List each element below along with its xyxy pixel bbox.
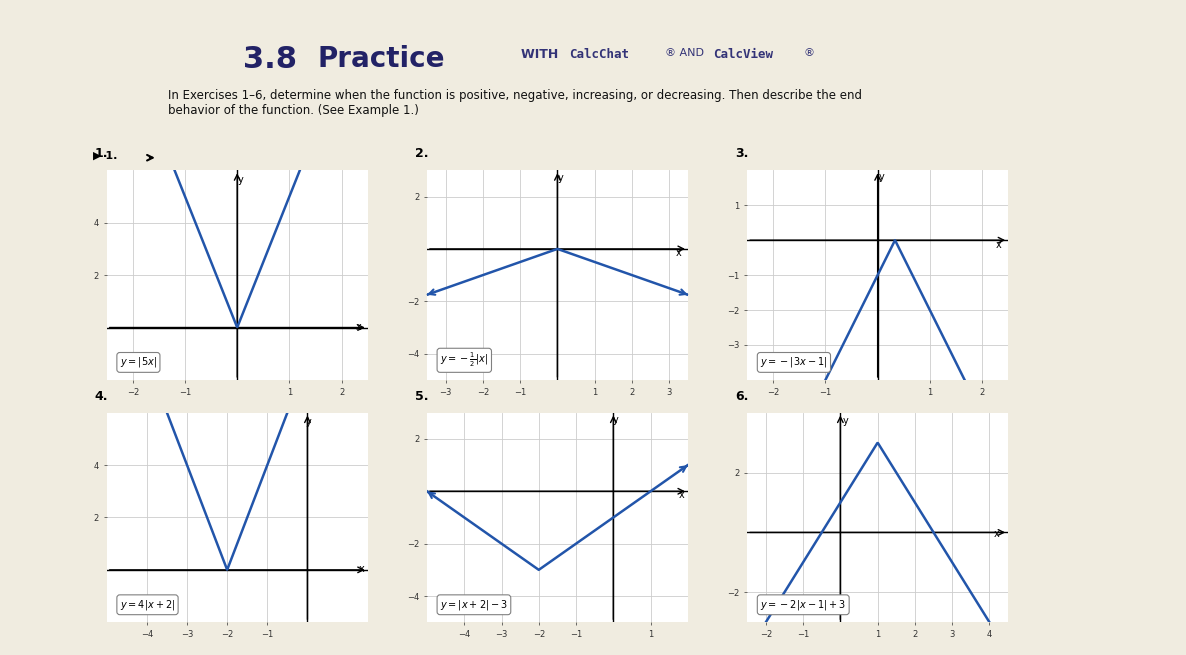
- Text: 1.: 1.: [95, 147, 108, 160]
- Text: x: x: [356, 322, 361, 331]
- Text: x: x: [996, 240, 1001, 250]
- Text: x: x: [676, 248, 681, 258]
- Text: x: x: [678, 490, 684, 500]
- Text: $y = -\frac{1}{2}|x|$: $y = -\frac{1}{2}|x|$: [440, 351, 489, 369]
- Text: x: x: [994, 529, 1000, 539]
- Text: $y = |5x|$: $y = |5x|$: [120, 356, 157, 369]
- Text: y: y: [879, 172, 885, 182]
- Text: y: y: [842, 416, 848, 426]
- Text: WITH: WITH: [521, 48, 562, 61]
- Text: In Exercises 1–6, determine when the function is positive, negative, increasing,: In Exercises 1–6, determine when the fun…: [168, 88, 862, 117]
- Text: $y = |x + 2| - 3$: $y = |x + 2| - 3$: [440, 598, 508, 612]
- Text: ®: ®: [804, 48, 815, 58]
- Text: 2.: 2.: [415, 147, 428, 160]
- Text: y: y: [238, 175, 244, 185]
- Text: $y = -2|x - 1| + 3$: $y = -2|x - 1| + 3$: [760, 598, 847, 612]
- Text: y: y: [559, 173, 565, 183]
- Text: 3.8: 3.8: [243, 45, 298, 73]
- Text: CalcChat: CalcChat: [569, 48, 629, 61]
- Text: $y = -|3x - 1|$: $y = -|3x - 1|$: [760, 356, 828, 369]
- Text: y: y: [612, 415, 618, 425]
- Text: 5.: 5.: [415, 390, 428, 403]
- Text: CalcView: CalcView: [713, 48, 773, 61]
- Text: y: y: [306, 417, 312, 427]
- Text: ® AND: ® AND: [664, 48, 707, 58]
- Text: 3.: 3.: [735, 147, 748, 160]
- Text: 4.: 4.: [95, 390, 108, 403]
- Text: ▶ 1.: ▶ 1.: [93, 151, 117, 160]
- Text: x: x: [359, 564, 364, 574]
- Text: 6.: 6.: [735, 390, 748, 403]
- Text: $y = 4|x + 2|$: $y = 4|x + 2|$: [120, 598, 176, 612]
- Text: Practice: Practice: [318, 45, 446, 73]
